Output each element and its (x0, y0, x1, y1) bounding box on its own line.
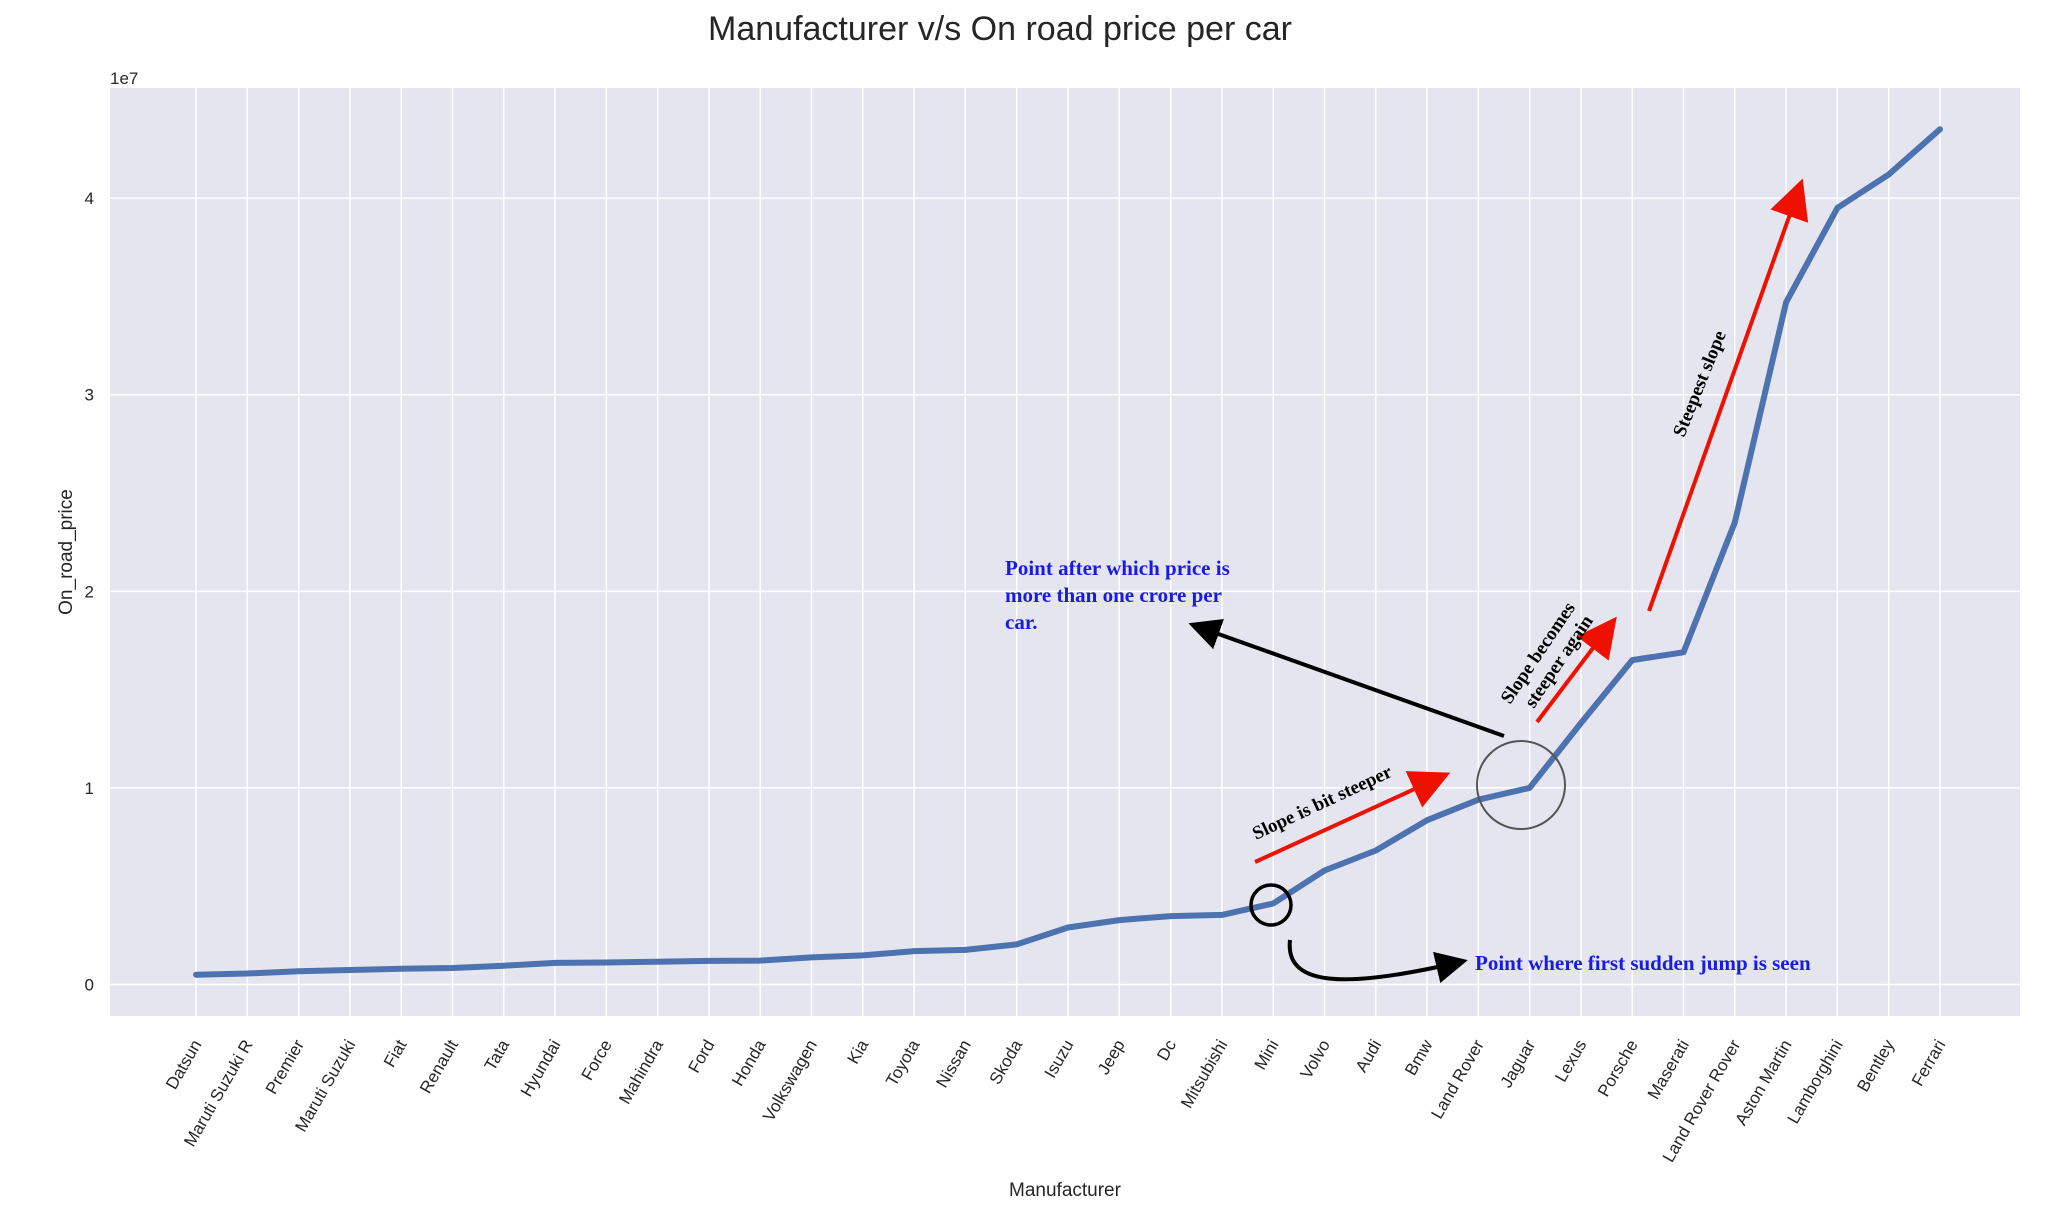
series-line-on-road-price (193, 126, 1943, 978)
x-tick-label: Bmw (1401, 1036, 1437, 1079)
x-tick-label: Porsche (1594, 1037, 1642, 1101)
red-arrow-bit-steeper (1254, 771, 1451, 864)
vertical-grid (195, 88, 1941, 1016)
x-tick-label: Dc (1153, 1036, 1180, 1064)
x-tick-label: Ferrari (1908, 1037, 1949, 1090)
annotation-one-crore-line-2: more than one crore per (1005, 583, 1222, 607)
horizontal-grid (110, 197, 2020, 986)
x-tick-label: Lexus (1551, 1037, 1590, 1086)
x-tick-label: Volvo (1297, 1037, 1334, 1083)
x-tick-label: Hyundai (517, 1037, 565, 1101)
y-axis-label: On_road_price (56, 489, 77, 615)
x-tick-label: Bentley (1853, 1036, 1898, 1095)
y-tick-label: 2 (85, 582, 94, 601)
x-tick-label: Isuzu (1041, 1037, 1078, 1082)
jump-curved-arrow (1287, 939, 1468, 984)
x-tick-label: Skoda (986, 1036, 1027, 1088)
x-tick-label: Honda (728, 1036, 770, 1089)
y-offset-label: 1e7 (110, 69, 138, 88)
annotation-one-crore-line-1: Point after which price is (1005, 556, 1230, 580)
y-tick-label: 4 (85, 189, 94, 208)
x-tick-label: Tata (481, 1036, 514, 1074)
y-tick-labels: 0 1 2 3 4 (85, 189, 94, 994)
one-crore-point-circle (1476, 740, 1566, 830)
x-tick-label: Audi (1352, 1037, 1385, 1076)
plot-background (110, 88, 2020, 1016)
x-tick-label: Mitsubishi (1177, 1037, 1231, 1112)
x-tick-label: Volkswagen (759, 1037, 821, 1125)
x-tick-label: Fiat (380, 1036, 411, 1070)
x-axis-label: Manufacturer (1009, 1180, 1122, 1201)
y-tick-label: 0 (85, 976, 94, 995)
x-tick-label: Mahindra (615, 1036, 667, 1107)
x-tick-label: Toyota (882, 1036, 924, 1089)
y-tick-label: 1 (85, 779, 94, 798)
x-tick-label: Ford (684, 1037, 718, 1077)
x-tick-label: Jaguar (1497, 1036, 1540, 1091)
x-tick-label: Mini (1251, 1037, 1283, 1073)
one-crore-arrow (1188, 619, 1505, 738)
x-tick-label: Datsun (162, 1037, 205, 1093)
annotation-one-crore-line-3: car. (1005, 610, 1037, 634)
annotation-first-jump: Point where first sudden jump is seen (1475, 951, 1811, 975)
annotation-one-crore: Point after which price is more than one… (1005, 556, 1235, 634)
x-tick-label: Kia (844, 1036, 873, 1067)
x-tick-label: Premier (262, 1036, 308, 1097)
x-tick-label: Land Rover (1427, 1036, 1488, 1122)
x-tick-label: Renault (416, 1036, 462, 1096)
x-tick-label: Maserati (1644, 1037, 1693, 1103)
red-arrow-steeper-again (1535, 616, 1617, 724)
chart-title: Manufacturer v/s On road price per car (708, 10, 1292, 48)
x-tick-label: Nissan (932, 1037, 974, 1092)
x-tick-label: Force (578, 1037, 616, 1084)
jump-point-circle (1249, 883, 1293, 927)
y-tick-label: 3 (85, 386, 94, 405)
x-tick-label: Jeep (1094, 1037, 1129, 1078)
red-arrow-steepest (1647, 178, 1809, 612)
